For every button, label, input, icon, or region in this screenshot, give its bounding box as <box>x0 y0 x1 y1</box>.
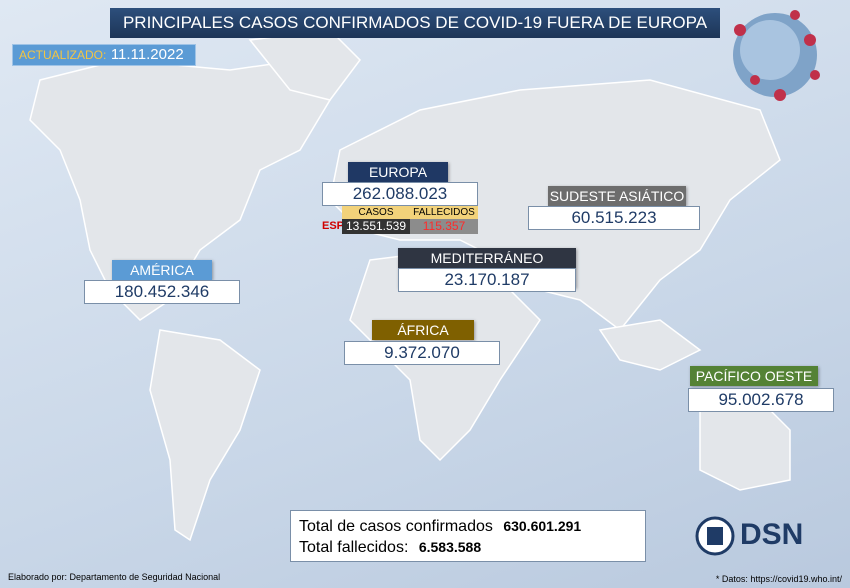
updated-label: ACTUALIZADO: <box>19 48 107 62</box>
region-value: 60.515.223 <box>528 206 700 230</box>
region-label: EUROPA <box>348 162 448 182</box>
region-value: 262.088.023 <box>322 182 478 206</box>
cases-label: Total de casos confirmados <box>299 518 493 535</box>
deaths-total: 6.583.588 <box>418 539 482 555</box>
spain-deaths-label: FALLECIDOS <box>410 206 478 219</box>
spain-cases-label: CASOS <box>342 206 410 219</box>
title-bar: PRINCIPALES CASOS CONFIRMADOS DE COVID-1… <box>110 8 720 38</box>
source: * Datos: https://covid19.who.int/ <box>715 574 842 584</box>
spain-cases: 13.551.539 <box>342 219 410 234</box>
region-label: PACÍFICO OESTE <box>690 366 818 386</box>
totals-box: Total de casos confirmados 630.601.291 T… <box>290 510 646 562</box>
totals-cases-row: Total de casos confirmados 630.601.291 <box>299 516 637 537</box>
cases-total: 630.601.291 <box>503 518 582 534</box>
region-value: 180.452.346 <box>84 280 240 304</box>
updated-date: 11.11.2022 <box>110 46 184 63</box>
title: PRINCIPALES CASOS CONFIRMADOS DE COVID-1… <box>122 13 708 32</box>
region-label: ÁFRICA <box>372 320 474 340</box>
totals-deaths-row: Total fallecidos: 6.583.588 <box>299 537 637 558</box>
region-value: 95.002.678 <box>688 388 834 412</box>
spain-deaths: 115.357 <box>410 219 478 234</box>
deaths-label: Total fallecidos: <box>299 539 409 556</box>
spain-label: ESP. <box>322 220 346 232</box>
region-value: 9.372.070 <box>344 341 500 365</box>
region-label: SUDESTE ASIÁTICO <box>548 186 686 206</box>
credit: Elaborado por: Departamento de Seguridad… <box>8 572 221 582</box>
updated-box: ACTUALIZADO: 11.11.2022 <box>12 44 196 66</box>
region-value: 23.170.187 <box>398 268 576 292</box>
virus-icon <box>733 10 820 101</box>
logo-text: DSN <box>740 518 804 551</box>
emblem <box>695 516 735 556</box>
region-label: AMÉRICA <box>112 260 212 280</box>
